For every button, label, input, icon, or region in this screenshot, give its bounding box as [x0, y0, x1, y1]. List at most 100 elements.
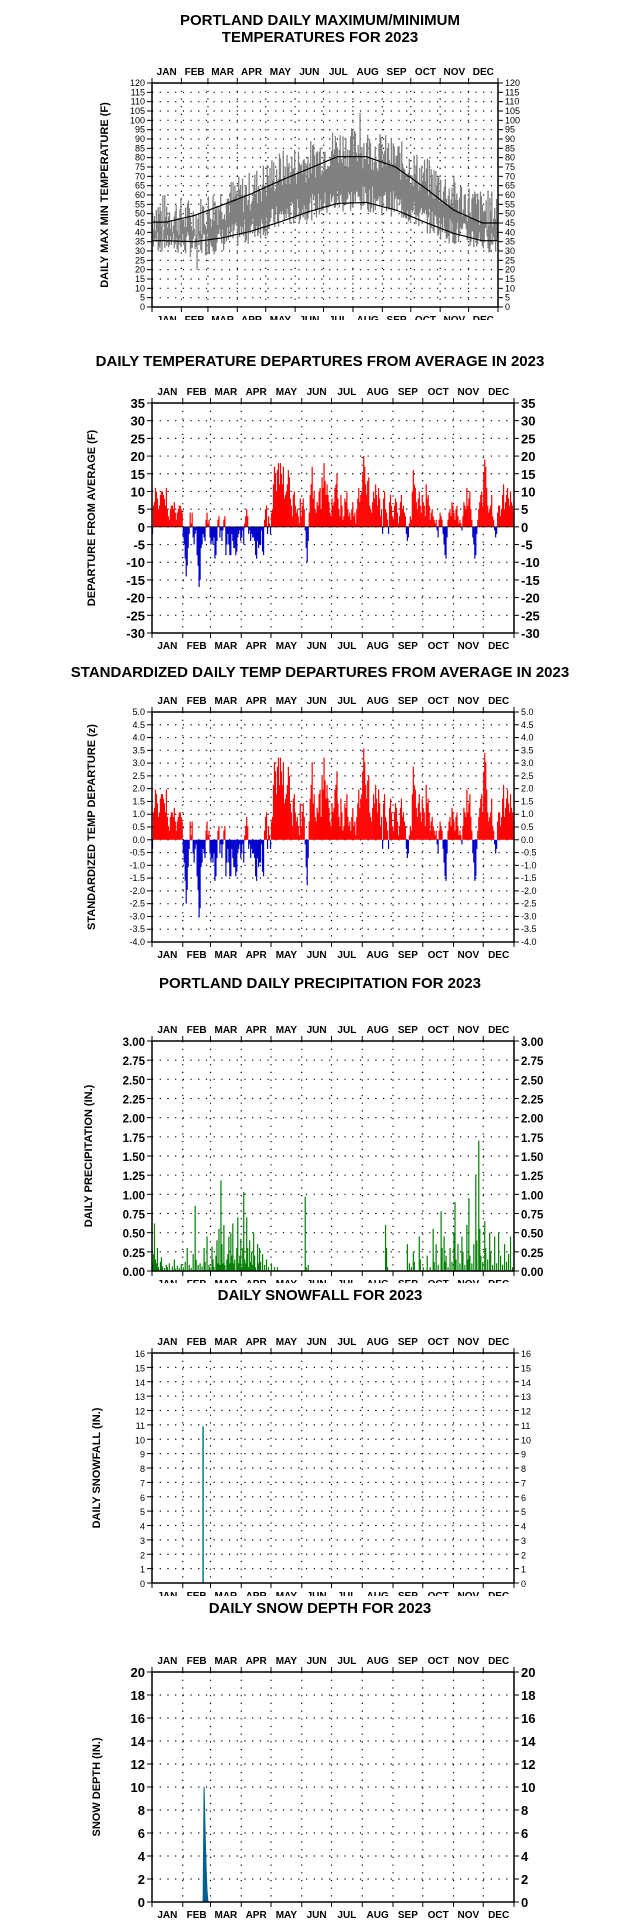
y-tick-label-left: 3 [140, 1536, 145, 1546]
month-label-top: JAN [157, 696, 177, 707]
y-tick-label-left: -5 [133, 538, 145, 553]
y-tick-label-left: -1.5 [129, 873, 145, 883]
month-label-bottom: MAY [276, 950, 298, 961]
month-label-bottom: MAY [270, 315, 292, 320]
y-tick-label-right: 35 [521, 396, 535, 411]
y-tick-label-right: 0 [505, 302, 510, 312]
month-label-bottom: OCT [415, 315, 436, 320]
month-label-bottom: MAY [276, 1591, 298, 1596]
month-label-bottom: JUN [307, 1279, 327, 1283]
month-label-bottom: MAY [276, 641, 298, 652]
y-tick-label-right: 2.0 [521, 784, 534, 794]
month-label-top: MAY [276, 1025, 298, 1036]
month-label-bottom: FEB [187, 1910, 207, 1921]
month-label-bottom: JUL [337, 641, 356, 652]
month-label-top: JUN [299, 67, 319, 78]
y-tick-label-left: -4.0 [129, 937, 145, 947]
y-tick-label-right: -2.0 [521, 886, 537, 896]
month-label-top: JUN [307, 696, 327, 707]
y-tick-label-right: 115 [505, 87, 519, 97]
plot-border [151, 1040, 515, 1272]
month-label-top: JUN [307, 1337, 327, 1348]
y-tick-label-right: 15 [505, 274, 515, 284]
month-label-top: OCT [415, 67, 436, 78]
y-tick-label-right: 6 [521, 1826, 528, 1841]
y-tick-label-right: 2 [521, 1872, 528, 1887]
y-tick-label-right: 15 [521, 1363, 531, 1373]
month-label-bottom: JAN [157, 315, 177, 320]
y-tick-label-right: 50 [505, 209, 515, 219]
month-label-top: SEP [398, 1656, 418, 1667]
y-tick-label-left: 1.75 [123, 1133, 146, 1145]
y-tick-label-right: 2.00 [521, 1114, 543, 1126]
month-label-bottom: AUG [367, 1910, 389, 1921]
y-tick-label-left: 30 [135, 246, 145, 256]
y-tick-label-left: 6 [138, 1826, 145, 1841]
y-tick-label-left: -3.0 [129, 911, 145, 921]
y-tick-label-left: 15 [135, 1363, 145, 1373]
month-label-bottom: OCT [428, 1279, 449, 1283]
y-tick-label-right: 0.50 [521, 1229, 543, 1241]
y-axis-title: DAILY MAX MIN TEMPERATURE (F) [99, 102, 111, 288]
month-label-top: DEC [488, 1656, 509, 1667]
y-tick-label-left: 5.0 [132, 707, 145, 717]
y-tick-label-left: 4.5 [132, 720, 145, 730]
y-tick-label-right: 1.0 [521, 809, 534, 819]
month-label-top: MAY [276, 1337, 298, 1348]
y-tick-label-left: 3.00 [123, 1037, 145, 1049]
month-label-bottom: JAN [157, 1279, 177, 1283]
month-label-bottom: APR [246, 1279, 268, 1283]
month-label-top: SEP [398, 387, 418, 398]
plot-border [151, 1352, 515, 1584]
y-tick-label-left: 2.75 [123, 1056, 146, 1068]
month-label-bottom: DEC [488, 1591, 509, 1596]
y-tick-label-right: 105 [505, 106, 520, 116]
y-tick-label-left: 12 [135, 1407, 145, 1417]
month-label-bottom: OCT [428, 1910, 449, 1921]
y-tick-label-right: -15 [521, 573, 540, 588]
month-label-bottom: APR [246, 1910, 268, 1921]
y-tick-label-right: -10 [521, 555, 540, 570]
y-tick-label-right: 20 [521, 449, 535, 464]
month-label-bottom: AUG [367, 950, 389, 961]
y-tick-label-left: 15 [135, 274, 145, 284]
y-tick-label-left: 3.5 [132, 745, 145, 755]
month-label-bottom: FEB [187, 1591, 207, 1596]
plot-area [152, 83, 498, 307]
y-tick-label-left: 13 [135, 1392, 145, 1402]
y-tick-label-right: 35 [505, 237, 515, 247]
y-tick-label-right: 25 [505, 255, 515, 265]
y-axis-title: DAILY PRECIPITATION (IN.) [83, 1084, 95, 1227]
month-label-top: DEC [488, 1337, 509, 1348]
y-tick-label-left: 16 [131, 1711, 145, 1726]
y-tick-label-right: 70 [505, 171, 515, 181]
y-tick-label-right: 18 [521, 1688, 535, 1703]
y-tick-label-right: 60 [505, 190, 515, 200]
y-tick-label-right: 1.5 [521, 796, 534, 806]
month-label-bottom: DEC [488, 1910, 509, 1921]
y-tick-label-right: 4.0 [521, 733, 534, 743]
y-tick-label-left: 2 [140, 1550, 145, 1560]
month-label-bottom: APR [246, 950, 268, 961]
y-tick-label-right: -3.0 [521, 911, 537, 921]
y-tick-label-right: -1.0 [521, 860, 537, 870]
plot-border [151, 82, 499, 308]
month-label-bottom: JUN [307, 1591, 327, 1596]
y-tick-label-right: -5 [521, 538, 533, 553]
snow-depth-chart-title: DAILY SNOW DEPTH FOR 2023 [208, 1600, 432, 1617]
y-tick-label-left: 60 [135, 190, 145, 200]
month-label-top: JUL [337, 1656, 356, 1667]
y-tick-label-left: 1 [140, 1565, 145, 1575]
departure-chart: -30 -30 -25 -25 -20 -20 -15 -15 -10 -10 -5 -5 0 0 5 5 10… [86, 387, 540, 652]
month-label-bottom: AUG [357, 315, 379, 320]
month-label-bottom: NOV [458, 641, 480, 652]
month-label-bottom: JUL [337, 1279, 356, 1283]
month-label-top: DEC [488, 387, 509, 398]
month-label-bottom: DEC [488, 1279, 509, 1283]
y-tick-label-left: 18 [131, 1688, 145, 1703]
y-tick-label-left: 50 [135, 209, 145, 219]
month-label-top: APR [246, 696, 268, 707]
month-label-top: OCT [428, 1025, 449, 1036]
month-label-top: AUG [367, 696, 389, 707]
